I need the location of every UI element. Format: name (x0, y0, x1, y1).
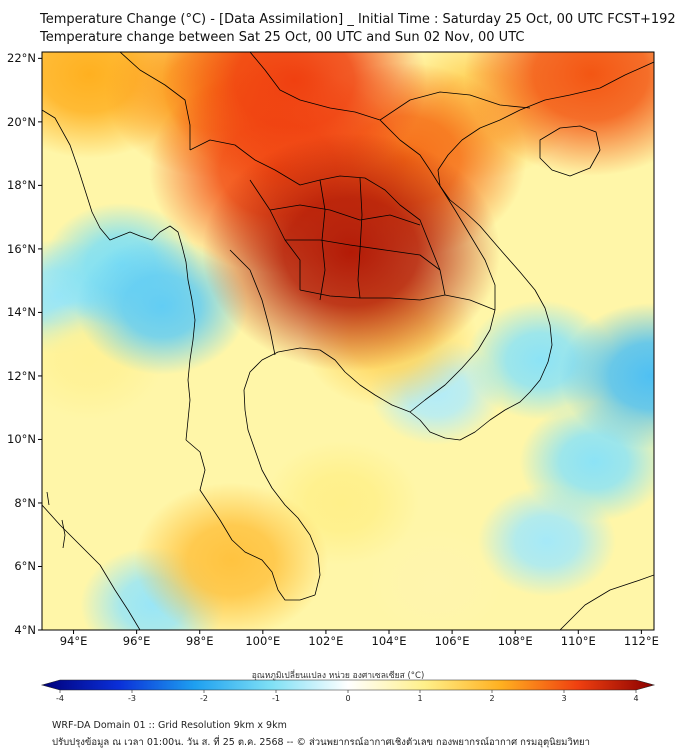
colorbar-title: อุณหภูมิเปลี่ยนแปลง หน่วย องศาเซลเซียส (… (251, 671, 425, 681)
latitude-label: 6°N (14, 559, 36, 574)
longitude-label: 108°E (497, 634, 533, 648)
latitude-label: 10°N (7, 432, 36, 447)
temperature-field (42, 52, 654, 630)
model-info: WRF-DA Domain 01 :: Grid Resolution 9km … (52, 720, 287, 731)
longitude-label: 104°E (371, 634, 407, 648)
longitude-label: 112°E (623, 634, 659, 648)
latitude-label: 14°N (7, 305, 36, 320)
longitude-label: 100°E (245, 634, 281, 648)
latitude-label: 4°N (14, 623, 36, 637)
map-title-line2: Temperature change between Sat 25 Oct, 0… (40, 30, 525, 45)
update-credit: ปรับปรุงข้อมูล ณ เวลา 01:00น. วัน ส. ที่… (52, 737, 590, 748)
latitude-label: 8°N (14, 495, 36, 510)
latitude-label: 20°N (7, 114, 36, 129)
longitude-label: 102°E (308, 634, 344, 648)
temperature-anomaly-blob (202, 132, 501, 372)
colorbar-tick-label: -3 (128, 694, 136, 703)
colorbar-tick-label: 1 (417, 694, 423, 703)
longitude-label: 96°E (122, 634, 151, 648)
map-frame (41, 51, 655, 631)
longitude-label: 98°E (185, 634, 214, 648)
colorbar-tick-label: 3 (561, 694, 567, 703)
temperature-anomaly-blob (463, 52, 654, 176)
longitude-label: 110°E (560, 634, 596, 648)
latitude-label: 22°N (7, 51, 36, 66)
temperature-anomaly-blob (559, 302, 654, 449)
colorbar-tick-label: 2 (489, 694, 495, 703)
colorbar-tick-label: 0 (345, 694, 351, 703)
temperature-anomaly-blob (134, 482, 328, 630)
temperature-anomaly-blob (367, 526, 506, 630)
colorbar-ticks (59, 690, 637, 693)
colorbar-tick-label: -4 (56, 694, 64, 703)
longitude-label: 94°E (59, 634, 88, 648)
axis-ticks (38, 57, 642, 634)
colorbar-tick-label: -2 (200, 694, 208, 703)
latitude-label: 16°N (7, 241, 36, 256)
latitude-label: 12°N (7, 368, 36, 383)
colorbar-tick-label: -1 (272, 694, 280, 703)
map-title-line1: Temperature Change (°C) - [Data Assimila… (40, 12, 676, 27)
latitude-label: 18°N (7, 178, 36, 193)
colorbar-tick-label: 4 (633, 694, 639, 703)
country-borders (42, 52, 654, 630)
longitude-label: 106°E (434, 634, 470, 648)
